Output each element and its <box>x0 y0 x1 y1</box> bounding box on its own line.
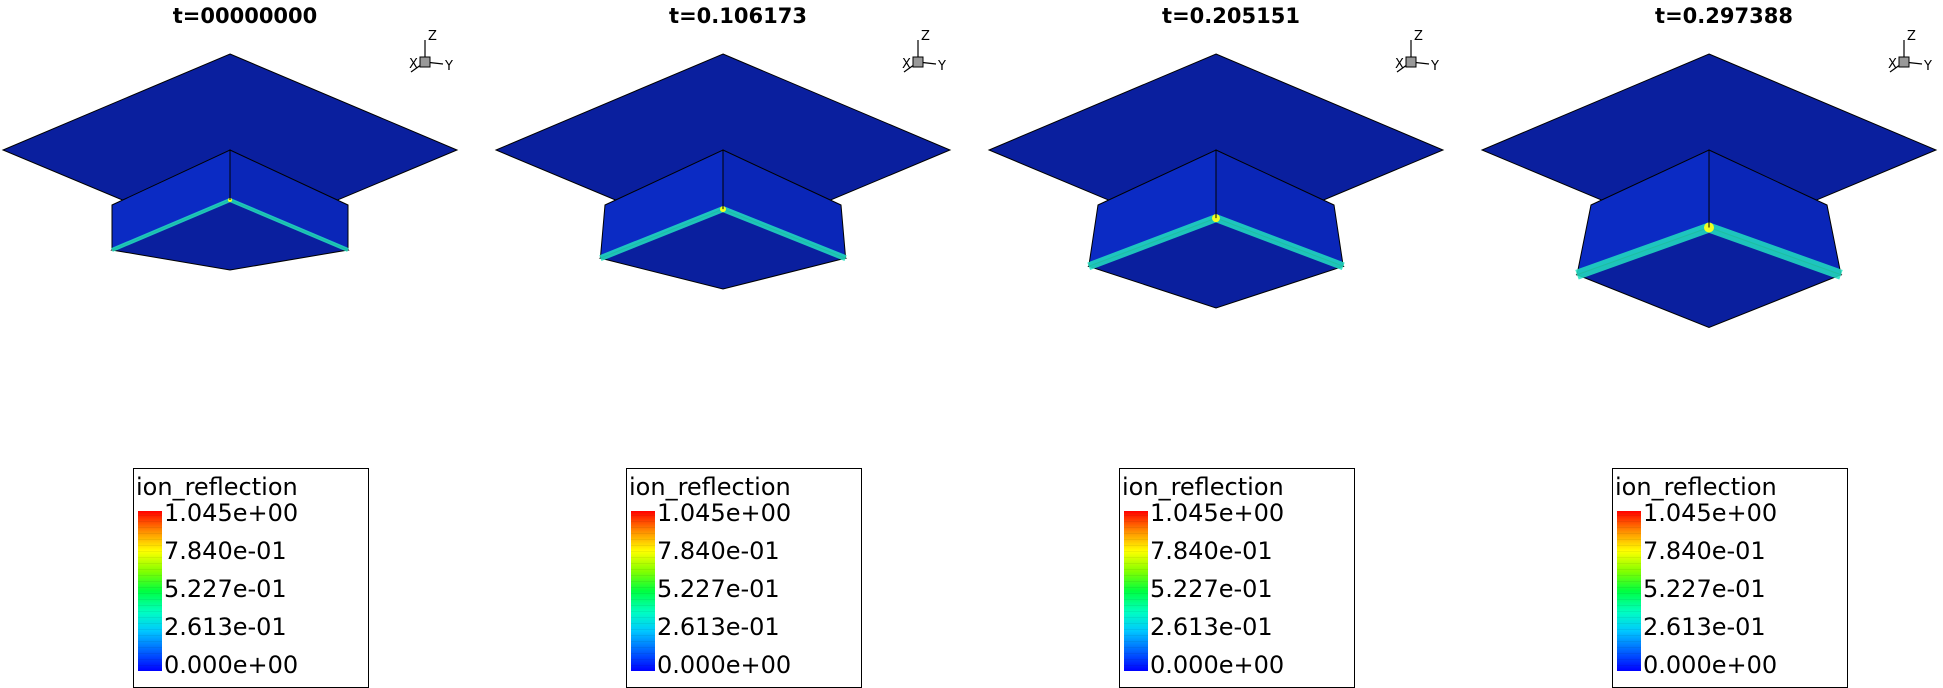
legend-tick: 1.045e+00 <box>657 499 792 527</box>
legend-tick: 2.613e-01 <box>657 613 780 641</box>
deformation-view: ZY X <box>1 29 459 271</box>
svg-text:X: X <box>902 57 911 72</box>
time-label: t=0.106173 <box>669 4 807 28</box>
svg-text:Y: Y <box>937 59 946 74</box>
deformation-view: ZY X <box>494 29 952 290</box>
legend-tick: 2.613e-01 <box>1643 613 1766 641</box>
deformation-view: ZY X <box>1480 29 1938 329</box>
time-label: t=00000000 <box>172 4 318 28</box>
legend-title: ion_reflection <box>1615 473 1777 501</box>
legend-tick: 5.227e-01 <box>1643 575 1766 603</box>
legend-tick: 7.840e-01 <box>657 537 780 565</box>
deformation-view: ZY X <box>987 29 1445 309</box>
legend-title: ion_reflection <box>1122 473 1284 501</box>
color-legend: ion_reflection 1.045e+00 7.840e-01 5.227e-0… <box>133 468 369 688</box>
color-legend: ion_reflection 1.045e+00 7.840e-01 5.227e-0… <box>1119 468 1355 688</box>
colorbar <box>138 511 162 671</box>
legend-tick: 1.045e+00 <box>1150 499 1285 527</box>
svg-text:Y: Y <box>1923 59 1932 74</box>
legend-tick: 0.000e+00 <box>657 651 792 679</box>
svg-text:Y: Y <box>444 59 453 74</box>
color-legend: ion_reflection 1.045e+00 7.840e-01 5.227e-0… <box>626 468 862 688</box>
legend-tick: 1.045e+00 <box>164 499 299 527</box>
colorbar <box>1617 511 1641 671</box>
legend-tick: 5.227e-01 <box>657 575 780 603</box>
legend-tick: 1.045e+00 <box>1643 499 1778 527</box>
svg-text:Z: Z <box>921 29 930 44</box>
legend-tick: 2.613e-01 <box>1150 613 1273 641</box>
colorbar <box>631 511 655 671</box>
legend-tick: 2.613e-01 <box>164 613 287 641</box>
axes-triad-icon: ZY X <box>902 29 946 74</box>
legend-tick: 5.227e-01 <box>164 575 287 603</box>
legend-tick: 0.000e+00 <box>1150 651 1285 679</box>
legend-tick: 0.000e+00 <box>164 651 299 679</box>
svg-text:Z: Z <box>1414 29 1423 44</box>
legend-tick: 7.840e-01 <box>1643 537 1766 565</box>
legend-title: ion_reflection <box>629 473 791 501</box>
svg-text:Z: Z <box>1907 29 1916 44</box>
legend-tick: 7.840e-01 <box>1150 537 1273 565</box>
svg-text:X: X <box>409 57 418 72</box>
legend-tick: 0.000e+00 <box>1643 651 1778 679</box>
legend-title: ion_reflection <box>136 473 298 501</box>
axes-triad-icon: ZY X <box>1888 29 1932 74</box>
colorbar <box>1124 511 1148 671</box>
legend-tick: 7.840e-01 <box>164 537 287 565</box>
axes-triad-icon: ZY X <box>1395 29 1439 74</box>
axes-triad-icon: ZY X <box>409 29 453 74</box>
legend-tick: 5.227e-01 <box>1150 575 1273 603</box>
svg-text:X: X <box>1395 57 1404 72</box>
svg-text:X: X <box>1888 57 1897 72</box>
time-label: t=0.297388 <box>1655 4 1793 28</box>
svg-text:Z: Z <box>428 29 437 44</box>
svg-text:Y: Y <box>1430 59 1439 74</box>
time-label: t=0.205151 <box>1162 4 1300 28</box>
color-legend: ion_reflection 1.045e+00 7.840e-01 5.227e-0… <box>1612 468 1848 688</box>
